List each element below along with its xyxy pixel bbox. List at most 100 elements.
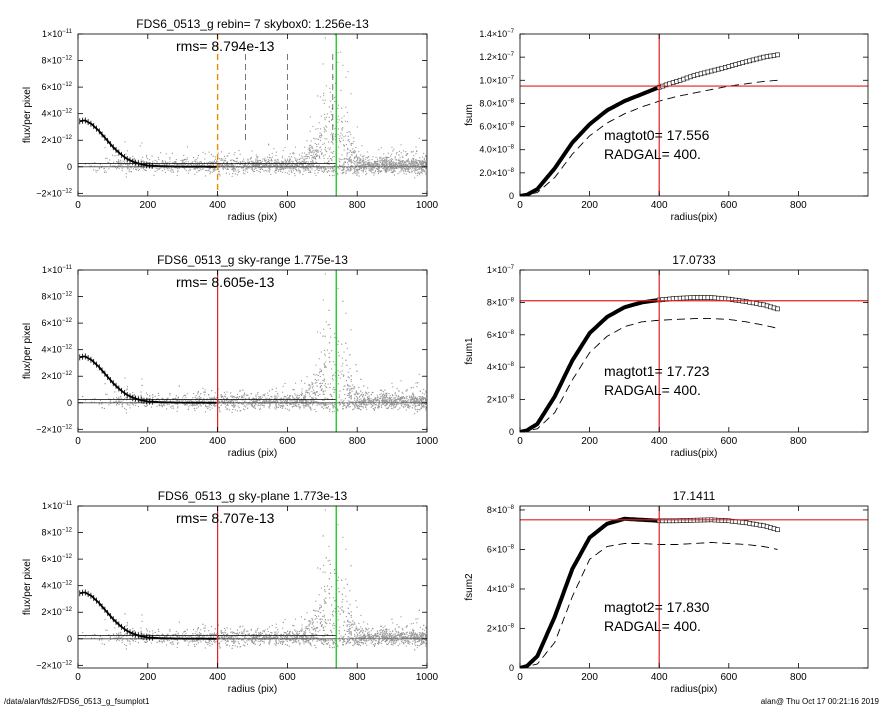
scatter-point [381, 397, 383, 399]
scatter-point [328, 161, 330, 163]
scatter-point [365, 158, 367, 160]
scatter-point [131, 159, 133, 161]
scatter-point [371, 172, 373, 174]
scatter-point [396, 401, 398, 403]
scatter-point [226, 391, 228, 393]
scatter-point [121, 164, 123, 166]
scatter-point [207, 407, 209, 409]
scatter-point [334, 128, 336, 130]
scatter-point [256, 161, 258, 163]
scatter-point [381, 164, 383, 166]
y-tick-label: 0 [509, 191, 514, 201]
scatter-point [360, 161, 362, 163]
scatter-point [305, 404, 307, 406]
scatter-point [299, 154, 301, 156]
scatter-point [407, 405, 409, 407]
scatter-point [308, 406, 310, 408]
scatter-point [324, 365, 326, 367]
scatter-point [368, 395, 370, 397]
scatter-point [303, 156, 305, 158]
scatter-point [236, 393, 238, 395]
scatter-point [374, 171, 376, 173]
scatter-point [277, 159, 279, 161]
scatter-point [343, 144, 345, 146]
scatter-point [343, 158, 345, 160]
scatter-point [326, 404, 328, 406]
scatter-point [286, 408, 288, 410]
scatter-point [383, 157, 385, 159]
scatter-point [264, 401, 266, 403]
scatter-point [360, 164, 362, 166]
scatter-point [306, 392, 308, 394]
scatter-point [364, 164, 366, 166]
scatter-point [370, 165, 372, 167]
scatter-point [363, 385, 365, 387]
scatter-point [379, 158, 381, 160]
scatter-point [418, 163, 420, 165]
scatter-point [356, 126, 358, 128]
scatter-point [287, 161, 289, 163]
y-tick-label: 4.0×10−8 [479, 145, 514, 155]
scatter-point [388, 400, 390, 402]
scatter-point [138, 169, 140, 171]
scatter-point [172, 405, 174, 407]
scatter-point [420, 163, 422, 165]
scatter-point [324, 273, 326, 275]
scatter-point [167, 163, 169, 165]
scatter-point [279, 166, 281, 168]
scatter-point [126, 386, 128, 388]
scatter-point [269, 157, 271, 159]
scatter-point [350, 161, 352, 163]
scatter-point [406, 389, 408, 391]
scatter-point [268, 170, 270, 172]
scatter-point [346, 394, 348, 396]
scatter-point [141, 165, 143, 167]
scatter-point [270, 159, 272, 161]
scatter-point [412, 401, 414, 403]
scatter-point [358, 399, 360, 401]
scatter-point [342, 172, 344, 174]
scatter-point [394, 170, 396, 172]
scatter-point [177, 397, 179, 399]
scatter-point [418, 165, 420, 167]
scatter-point [393, 174, 395, 176]
scatter-point [218, 406, 220, 408]
scatter-point [405, 409, 407, 411]
scatter-point [254, 403, 256, 405]
scatter-point [324, 397, 326, 399]
scatter-point [380, 393, 382, 395]
scatter-point [199, 170, 201, 172]
scatter-point [264, 165, 266, 167]
scatter-point [359, 168, 361, 170]
scatter-point [402, 393, 404, 395]
scatter-point [296, 160, 298, 162]
scatter-point [129, 168, 131, 170]
scatter-point [324, 119, 326, 121]
scatter-point [352, 148, 354, 150]
scatter-point [395, 162, 397, 164]
scatter-point [277, 393, 279, 395]
scatter-point [244, 409, 246, 411]
scatter-point [339, 165, 341, 167]
scatter-point [282, 163, 284, 165]
scatter-point [210, 164, 212, 166]
scatter-point [298, 165, 300, 167]
scatter-point [392, 166, 394, 168]
scatter-point [254, 400, 256, 402]
scatter-point [169, 394, 171, 396]
scatter-point [189, 404, 191, 406]
scatter-point [367, 151, 369, 153]
scatter-point [267, 165, 269, 167]
scatter-point [244, 163, 246, 165]
scatter-point [251, 405, 253, 407]
scatter-point [159, 163, 161, 165]
scatter-point [348, 160, 350, 162]
scatter-point [109, 400, 111, 402]
scatter-point [329, 158, 331, 160]
scatter-point [118, 163, 120, 165]
scatter-point [218, 401, 220, 403]
scatter-point [405, 401, 407, 403]
scatter-point [345, 135, 347, 137]
scatter-point [276, 399, 278, 401]
scatter-point [233, 154, 235, 156]
